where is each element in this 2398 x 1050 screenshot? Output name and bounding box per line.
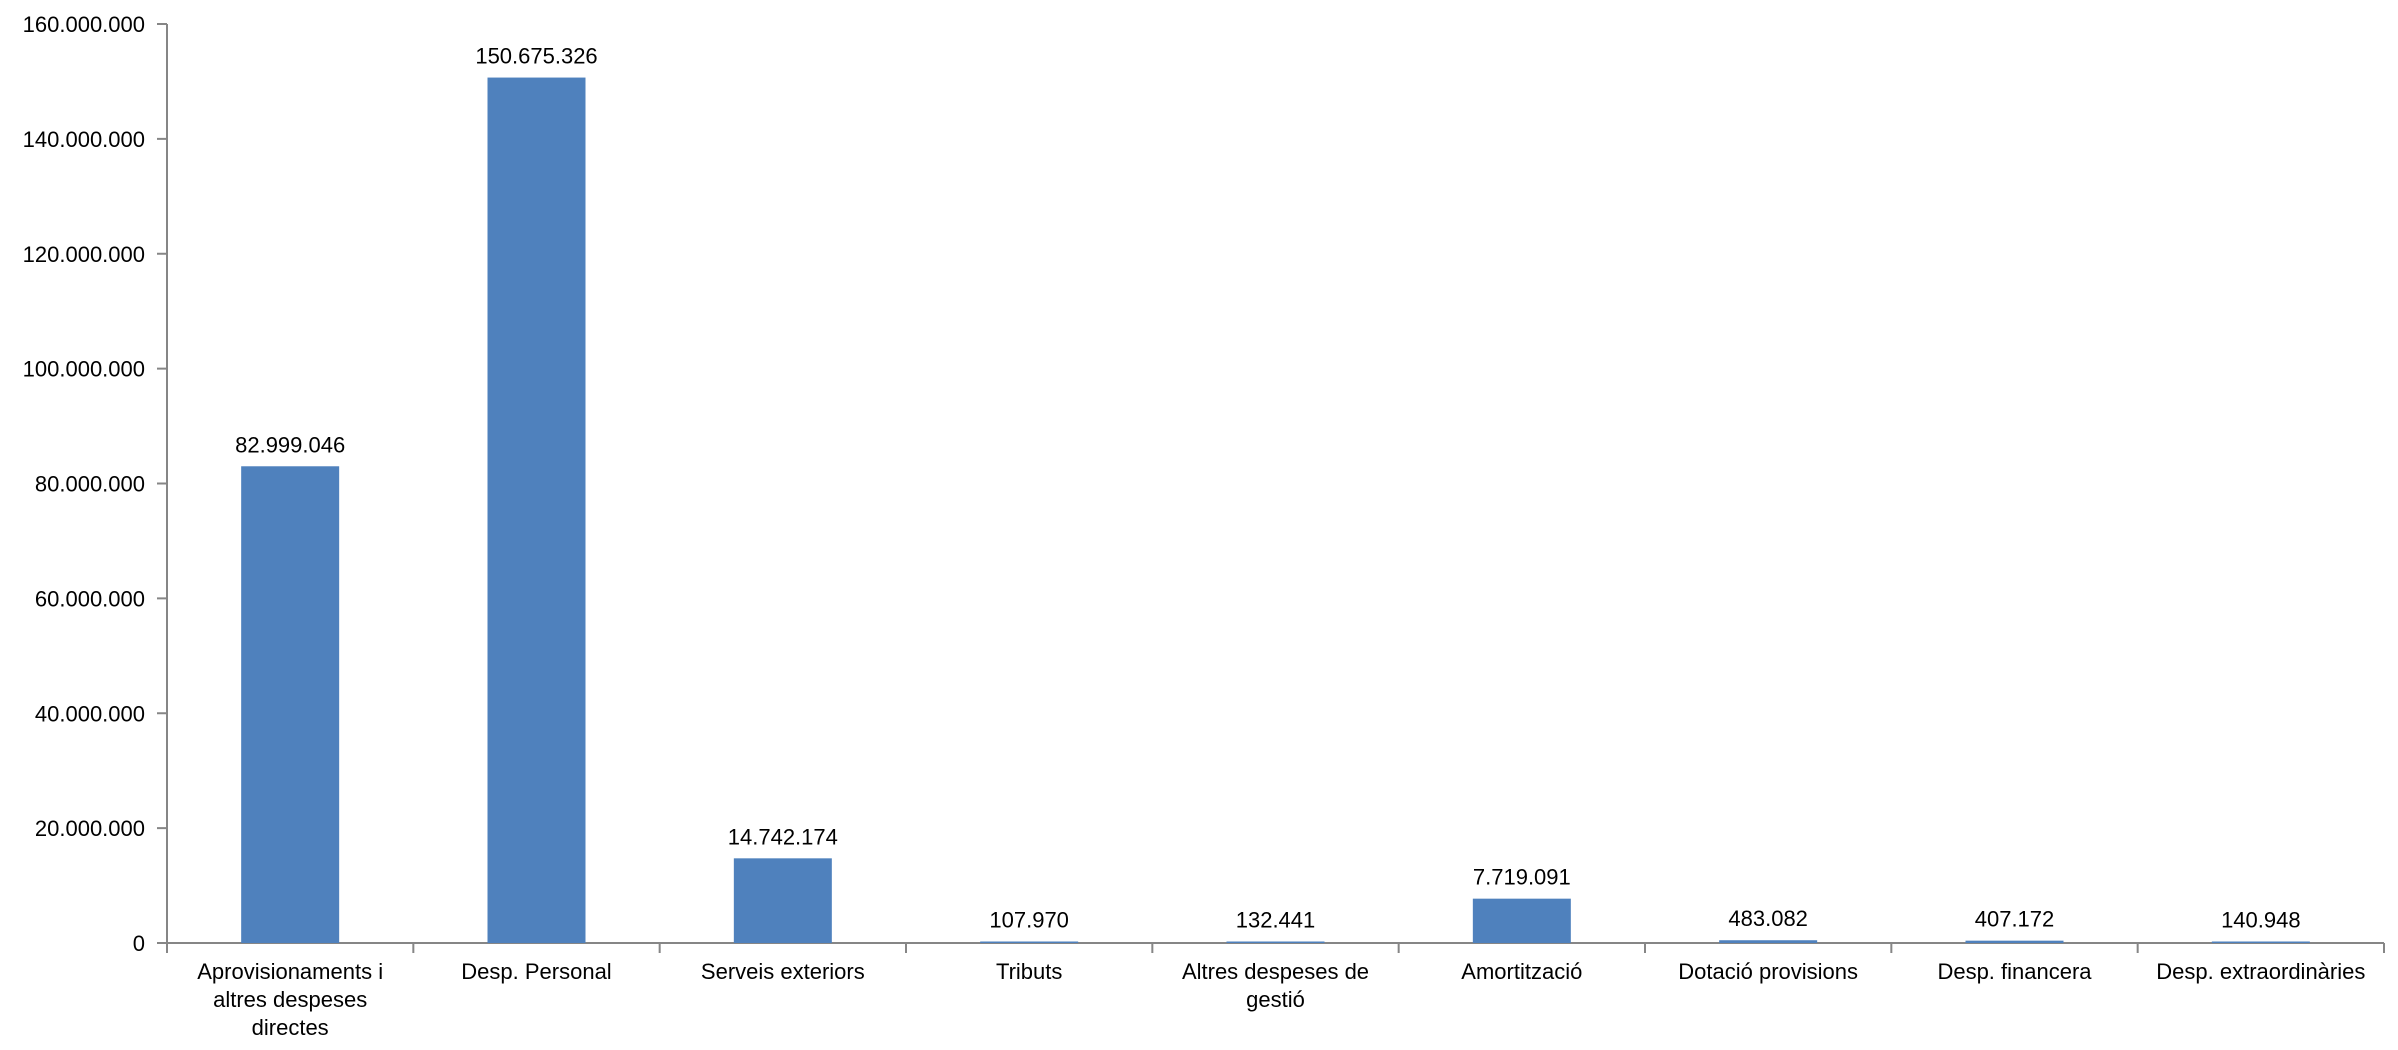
category-label-line: Desp. financera <box>1937 959 2092 984</box>
data-label: 14.742.174 <box>728 824 838 849</box>
bar <box>1472 898 1571 943</box>
bar <box>1226 941 1325 943</box>
category-label: Desp. financera <box>1937 959 2092 984</box>
y-tick-label: 160.000.000 <box>23 12 145 37</box>
category-label-line: Serveis exteriors <box>701 959 865 984</box>
data-label: 82.999.046 <box>235 432 345 457</box>
category-label-line: Desp. Personal <box>461 959 611 984</box>
bar <box>487 77 586 943</box>
category-label-line: Aprovisionaments i <box>197 959 383 984</box>
category-label: Altres despeses de gestió <box>1182 959 1369 1012</box>
bar <box>733 858 832 943</box>
x-axis <box>166 942 2385 953</box>
category-label: Tributs <box>996 959 1062 984</box>
y-tick-label: 80.000.000 <box>35 472 145 497</box>
bar <box>1965 940 2064 943</box>
bar <box>1719 940 1818 943</box>
data-label: 132.441 <box>1236 908 1316 933</box>
bar <box>2211 941 2310 943</box>
category-label: Serveis exteriors <box>701 959 865 984</box>
category-labels: Aprovisionaments i altres despeses directe… <box>197 959 2365 1040</box>
y-tick-label: 120.000.000 <box>23 242 145 267</box>
data-label: 483.082 <box>1728 906 1808 931</box>
y-tick-label: 140.000.000 <box>23 127 145 152</box>
data-label: 140.948 <box>2221 908 2301 933</box>
category-label: Desp. extraordinàries <box>2156 959 2365 984</box>
y-axis: 0 20.000.000 40.000.000 60.000.000 80.000.00… <box>23 12 168 956</box>
category-label: Amortització <box>1461 959 1582 984</box>
y-tick-label: 20.000.000 <box>35 816 145 841</box>
data-label: 150.675.326 <box>475 44 597 69</box>
y-tick-label: 60.000.000 <box>35 586 145 611</box>
category-label-line: gestió <box>1246 987 1305 1012</box>
bar <box>980 941 1079 943</box>
category-label: Aprovisionaments i altres despeses directe… <box>197 959 383 1040</box>
data-label: 7.719.091 <box>1473 865 1571 890</box>
y-tick-label: 40.000.000 <box>35 701 145 726</box>
data-label: 107.970 <box>989 908 1069 933</box>
data-label: 407.172 <box>1975 907 2055 932</box>
category-label-line: Dotació provisions <box>1678 959 1858 984</box>
category-label: Dotació provisions <box>1678 959 1858 984</box>
category-label-line: Altres despeses de <box>1182 959 1369 984</box>
category-label-line: Amortització <box>1461 959 1582 984</box>
y-tick-label: 0 <box>133 931 145 956</box>
category-label-line: Tributs <box>996 959 1062 984</box>
y-tick-label: 100.000.000 <box>23 357 145 382</box>
category-label-line: altres despeses <box>213 987 367 1012</box>
category-label-line: directes <box>252 1015 329 1040</box>
bars <box>241 77 2310 943</box>
data-labels: 82.999.046 150.675.326 14.742.174 107.970 13… <box>235 44 2300 933</box>
bar <box>241 466 340 943</box>
category-label-line: Desp. extraordinàries <box>2156 959 2365 984</box>
category-label: Desp. Personal <box>461 959 611 984</box>
